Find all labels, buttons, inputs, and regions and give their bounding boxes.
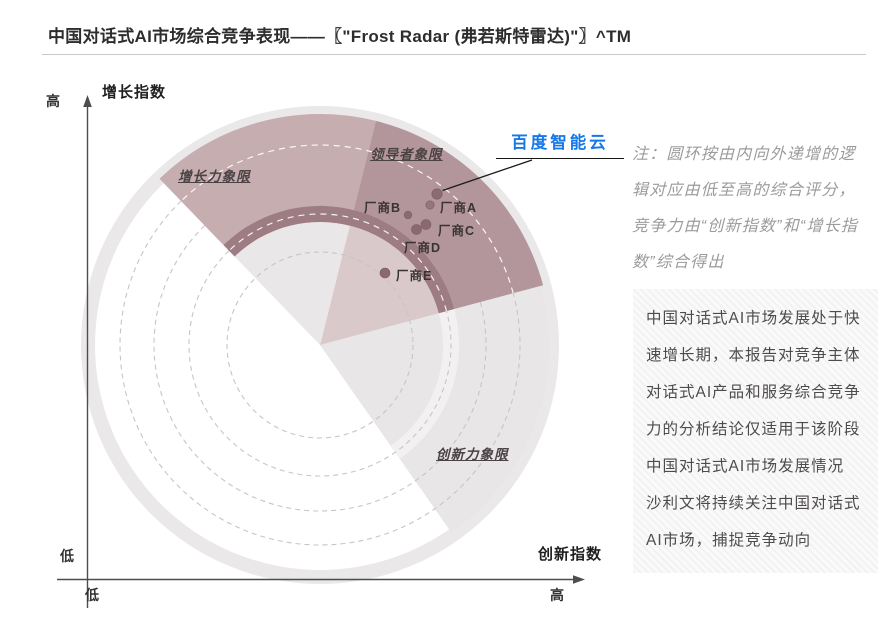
x-axis-low: 低 [85, 587, 99, 603]
growth-quadrant-label: 增长力象限 [178, 169, 251, 184]
vendor-c-label: 厂商C [438, 224, 476, 238]
x-axis-high: 高 [550, 587, 564, 603]
vendor-dots [379, 188, 443, 279]
dot-vendor-a [425, 200, 435, 210]
ring-note: 注：圆环按由内向外递增的逻辑对应由低至高的综合评分，竞争力由“创新指数”和“增长… [632, 146, 858, 271]
dot-vendor-d [411, 224, 422, 235]
y-axis-label: 增长指数 [102, 84, 167, 101]
market-info-box: 中国对话式AI市场发展处于快速增长期，本报告对竞争主体对话式AI产品和服务综合竞… [633, 289, 878, 573]
growth-inner-wedge [234, 222, 350, 345]
dashed-score-circles-on-sectors [180, 144, 514, 312]
leader-quadrant-label: 领导者象限 [370, 147, 443, 162]
vendor-e-label: 厂商E [396, 269, 433, 283]
dashed-score-circles [119, 200, 521, 546]
info-paragraph-1: 中国对话式AI市场发展处于快速增长期，本报告对竞争主体对话式AI产品和服务综合竞… [646, 310, 861, 475]
vendor-b-label: 厂商B [364, 201, 402, 215]
y-axis-high: 高 [46, 93, 60, 109]
baidu-highlight-label: 百度智能云 [496, 129, 624, 159]
vendor-a-label: 厂商A [440, 201, 478, 215]
dot-vendor-b [403, 210, 413, 220]
info-paragraph-2: 沙利文将持续关注中国对话式AI市场，捕捉竞争动向 [646, 495, 861, 549]
baidu-callout-line [442, 159, 533, 192]
y-axis-arrow [83, 95, 92, 107]
vendor-d-label: 厂商D [404, 241, 442, 255]
dot-baidu [431, 188, 443, 200]
dot-vendor-c [420, 219, 432, 230]
leader-sector [353, 120, 544, 310]
x-axis-arrow [573, 575, 585, 584]
x-axis-label: 创新指数 [538, 546, 603, 563]
innovation-quadrant-label: 创新力象限 [436, 447, 509, 462]
leader-inner-wedge [320, 225, 439, 345]
axes [57, 103, 577, 608]
ring-band-light [390, 309, 460, 459]
y-axis-low: 低 [60, 548, 74, 564]
growth-sector [159, 114, 376, 246]
page-title: 中国对话式AI市场综合竞争表现——〖"Frost Radar (弗若斯特雷达)"… [48, 27, 632, 46]
title-divider [42, 54, 866, 55]
ring-band-mauve [223, 205, 455, 314]
dot-vendor-e [379, 267, 391, 279]
